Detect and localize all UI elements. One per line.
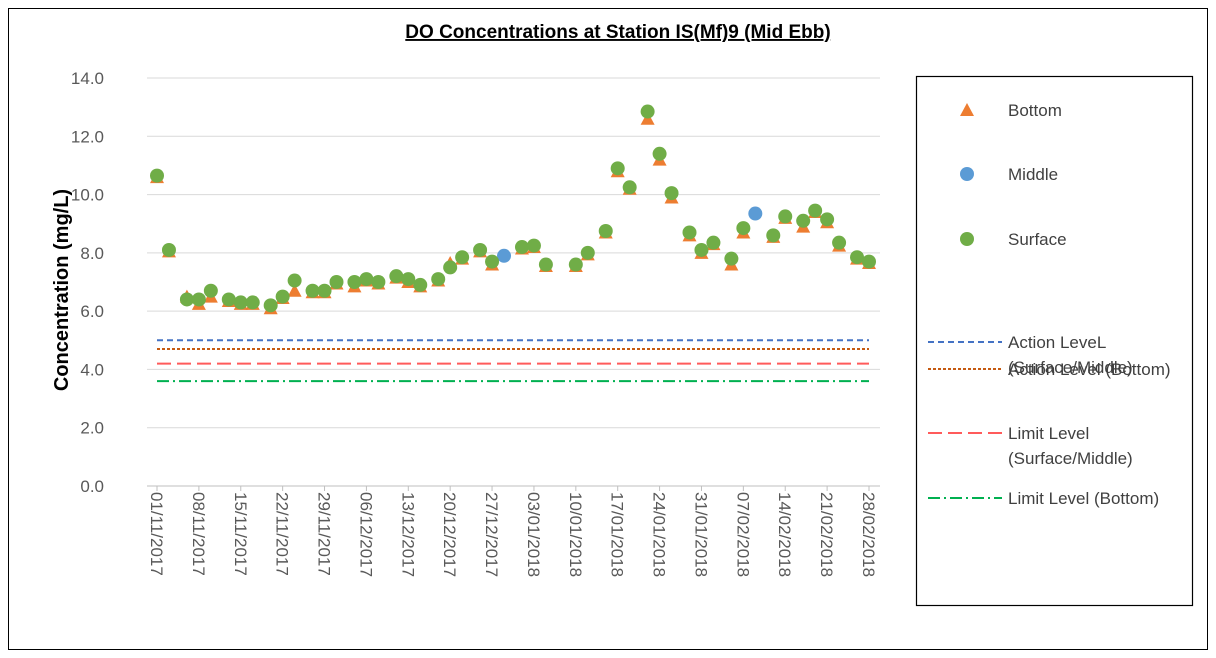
x-tick-label: 29/11/2017 (315, 492, 334, 576)
marker (431, 272, 446, 287)
x-tick-label: 17/01/2018 (608, 492, 627, 577)
marker (724, 251, 739, 266)
marker (778, 209, 793, 224)
marker (580, 245, 595, 260)
legend-marker (960, 103, 974, 116)
marker (568, 257, 583, 272)
y-tick-label: 14.0 (71, 69, 104, 88)
y-tick-label: 4.0 (80, 360, 104, 379)
marker (526, 238, 541, 253)
marker (748, 206, 763, 221)
x-tick-label: 08/11/2017 (189, 492, 208, 576)
marker (287, 273, 302, 288)
marker (401, 272, 416, 287)
marker (371, 275, 386, 289)
y-axis-label: Concentration (mg/L) (51, 189, 73, 391)
marker (161, 242, 176, 257)
marker (796, 213, 811, 228)
marker (191, 292, 206, 307)
marker (514, 240, 529, 255)
x-tick-label: 06/12/2017 (356, 492, 375, 577)
x-tick-label: 13/12/2017 (398, 492, 417, 577)
marker (736, 221, 751, 236)
marker (622, 180, 637, 195)
y-tick-label: 2.0 (80, 419, 104, 438)
legend-label: Action Level (Bottom) (1008, 360, 1171, 379)
marker (389, 269, 404, 284)
marker (359, 272, 374, 287)
marker (610, 161, 625, 176)
x-tick-label: 21/02/2018 (817, 492, 836, 577)
marker (682, 225, 697, 240)
y-tick-label: 0.0 (80, 477, 104, 496)
marker (329, 275, 344, 289)
marker (455, 250, 470, 265)
y-tick-label: 6.0 (80, 302, 104, 321)
x-tick-label: 31/01/2018 (691, 492, 710, 577)
legend-label: Surface (1008, 230, 1067, 249)
marker (221, 292, 236, 307)
y-tick-label: 12.0 (71, 127, 104, 146)
legend-label: Limit Level (Surface/Middle) (1008, 424, 1133, 468)
legend-marker (960, 232, 974, 246)
x-tick-label: 22/11/2017 (273, 492, 292, 576)
marker (443, 260, 458, 275)
marker (287, 283, 302, 297)
marker (413, 277, 428, 292)
marker (473, 242, 488, 257)
legend-box (915, 75, 1194, 607)
marker (305, 283, 320, 298)
marker (598, 224, 613, 238)
marker (179, 292, 194, 307)
marker (694, 242, 709, 257)
x-tick-label: 24/01/2018 (650, 492, 669, 577)
marker (497, 248, 512, 263)
marker (706, 235, 721, 250)
marker (485, 254, 500, 269)
marker (203, 283, 218, 298)
legend-label: Middle (1008, 165, 1059, 184)
marker (233, 295, 248, 310)
marker (766, 228, 781, 243)
x-tick-label: 20/12/2017 (440, 492, 459, 577)
marker (862, 254, 876, 269)
marker (808, 203, 823, 218)
x-tick-label: 14/02/2018 (775, 492, 794, 577)
x-tick-label: 27/12/2017 (482, 492, 501, 577)
x-tick-label: 15/11/2017 (231, 492, 250, 576)
marker (263, 298, 278, 313)
legend-marker (960, 167, 974, 181)
marker (538, 257, 553, 272)
marker (664, 186, 679, 201)
marker (640, 104, 655, 119)
x-tick-label: 07/02/2018 (733, 492, 752, 577)
frame (8, 8, 1208, 650)
chart-title: DO Concentrations at Station IS(Mf)9 (Mi… (405, 22, 830, 43)
x-tick-label: 10/01/2018 (566, 492, 585, 577)
marker (832, 235, 847, 250)
legend-label: Action LeveL (Surface/Middle) (1008, 333, 1133, 377)
marker (652, 146, 667, 161)
marker (347, 275, 362, 289)
marker (245, 295, 260, 310)
marker (850, 250, 865, 265)
marker (317, 283, 332, 298)
legend-label: Limit Level (Bottom) (1008, 489, 1160, 508)
y-tick-label: 8.0 (80, 244, 104, 263)
marker (820, 212, 835, 227)
legend-label: Bottom (1008, 101, 1062, 120)
x-tick-label: 01/11/2017 (147, 492, 166, 576)
marker (275, 289, 290, 304)
x-tick-label: 03/01/2018 (524, 492, 543, 577)
marker (150, 168, 164, 183)
x-tick-label: 28/02/2018 (859, 492, 878, 577)
y-tick-label: 10.0 (71, 186, 104, 205)
